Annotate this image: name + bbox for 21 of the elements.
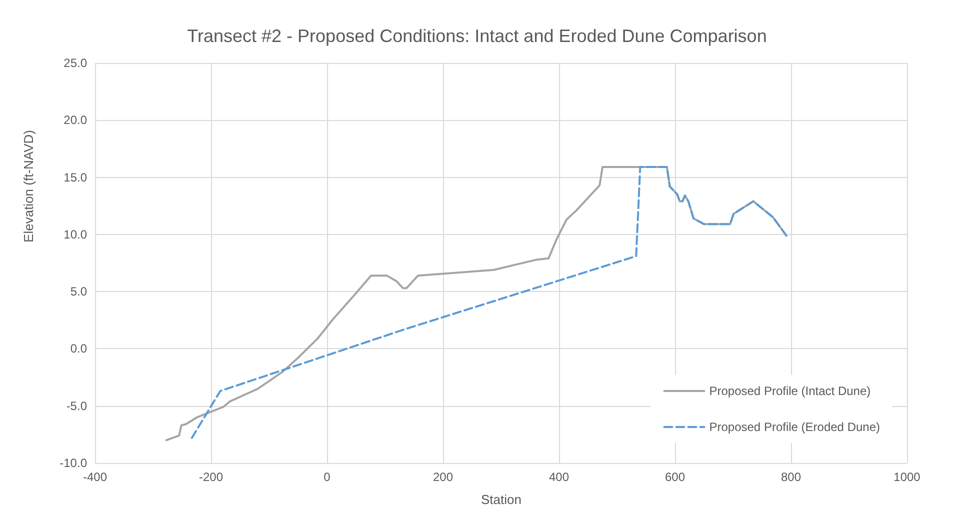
x-tick-label: 1000 bbox=[894, 470, 921, 484]
y-tick-label: -10.0 bbox=[60, 456, 88, 470]
x-axis-title: Station bbox=[481, 492, 522, 507]
x-tick-label: 200 bbox=[432, 470, 454, 484]
y-tick-label: 0.0 bbox=[70, 342, 88, 356]
y-tick-label: 10.0 bbox=[64, 227, 88, 242]
y-tick-label: -5.0 bbox=[66, 398, 88, 413]
y-axis-title: Elevation (ft-NAVD) bbox=[21, 130, 36, 242]
x-tick-label: 0 bbox=[324, 470, 331, 484]
legend-label: Proposed Profile (Intact Dune) bbox=[709, 384, 871, 398]
x-tick-label: 600 bbox=[664, 470, 686, 484]
x-tick-label: 800 bbox=[780, 470, 802, 484]
y-tick-label: 15.0 bbox=[64, 170, 88, 184]
y-tick-label: 25.0 bbox=[64, 56, 88, 70]
chart-title: Transect #2 - Proposed Conditions: Intact and Eroded Dune Comparison bbox=[187, 26, 767, 46]
y-tick-label: 5.0 bbox=[70, 284, 88, 299]
x-tick-label: -400 bbox=[82, 470, 108, 484]
x-tick-label: -200 bbox=[198, 470, 224, 484]
y-tick-label: 20.0 bbox=[64, 113, 88, 128]
x-tick-label: 400 bbox=[548, 470, 570, 484]
legend-label: Proposed Profile (Eroded Dune) bbox=[709, 420, 880, 434]
